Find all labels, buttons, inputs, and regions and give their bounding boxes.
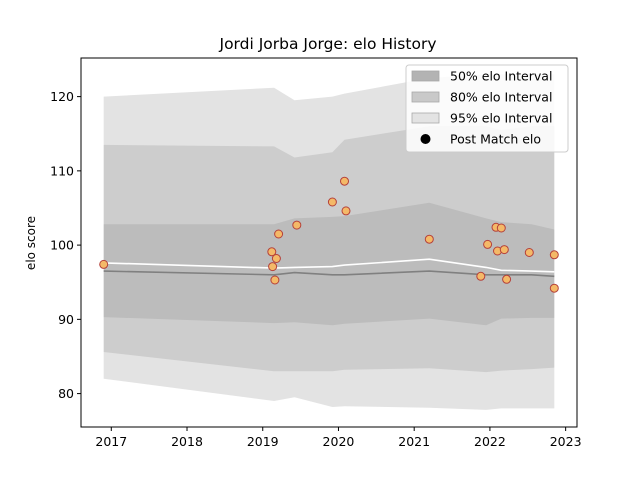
post-match-point-1 — [267, 247, 277, 257]
x-tick-label-3: 2020 — [323, 434, 355, 449]
legend-swatch-2 — [411, 112, 440, 124]
post-match-point-18 — [524, 248, 534, 257]
x-tick-label-4: 2021 — [398, 434, 430, 449]
post-match-point-3 — [270, 275, 280, 285]
legend-swatch-1 — [411, 91, 440, 103]
y-tick-label-1: 90 — [58, 312, 74, 327]
post-match-point-2 — [268, 262, 278, 272]
rating-line — [103, 258, 555, 273]
legend-box — [405, 64, 569, 153]
post-match-point-0 — [99, 259, 109, 269]
post-match-point-16 — [499, 245, 509, 255]
legend-label-1: 80% elo Interval — [450, 90, 552, 105]
legend: 50% elo Interval 80% elo Interval 95% elo … — [405, 64, 569, 153]
post-match-point-9 — [341, 206, 351, 216]
post-match-point-6 — [292, 220, 302, 230]
plot-area — [99, 74, 559, 410]
y-tick-label-3: 110 — [50, 163, 74, 178]
band-50-interval — [103, 202, 555, 326]
x-tick-label-1: 2018 — [171, 434, 203, 449]
post-match-point-11 — [476, 271, 486, 281]
post-match-point-19 — [549, 250, 559, 260]
post-match-point-4 — [271, 254, 281, 263]
legend-marker-3 — [420, 134, 431, 144]
mean-elo-line — [103, 270, 555, 278]
band-95-interval — [103, 74, 555, 410]
post-match-point-10 — [424, 234, 434, 244]
y-tick-label-0: 80 — [58, 386, 74, 401]
post-match-point-12 — [483, 239, 493, 249]
post-match-point-20 — [549, 283, 559, 293]
legend-label-2: 95% elo Interval — [450, 111, 552, 126]
post-match-point-5 — [274, 229, 284, 239]
x-tick-label-5: 2022 — [474, 434, 506, 449]
x-tick-label-2: 2019 — [247, 434, 279, 449]
y-tick-label-2: 100 — [50, 238, 74, 253]
legend-label-0: 50% elo Interval — [450, 69, 552, 84]
y-tick-label-4: 120 — [50, 89, 74, 104]
post-match-point-8 — [340, 176, 349, 186]
post-match-point-17 — [502, 274, 512, 284]
post-match-point-15 — [496, 223, 506, 233]
legend-label-3: Post Match elo — [450, 132, 541, 147]
band-80-interval — [103, 126, 555, 373]
axes: 2017 2018 2019 2020 2021 2022 2023 80 90 100 110 12… — [50, 57, 582, 449]
axes-frame — [80, 57, 578, 428]
y-axis-label: elo score — [24, 216, 38, 270]
post-match-point-7 — [327, 197, 337, 207]
chart-title: Jordi Jorba Jorge: elo History — [219, 35, 437, 53]
x-tick-label-0: 2017 — [95, 434, 127, 449]
x-tick-label-6: 2023 — [550, 434, 582, 449]
legend-swatch-0 — [411, 70, 440, 82]
